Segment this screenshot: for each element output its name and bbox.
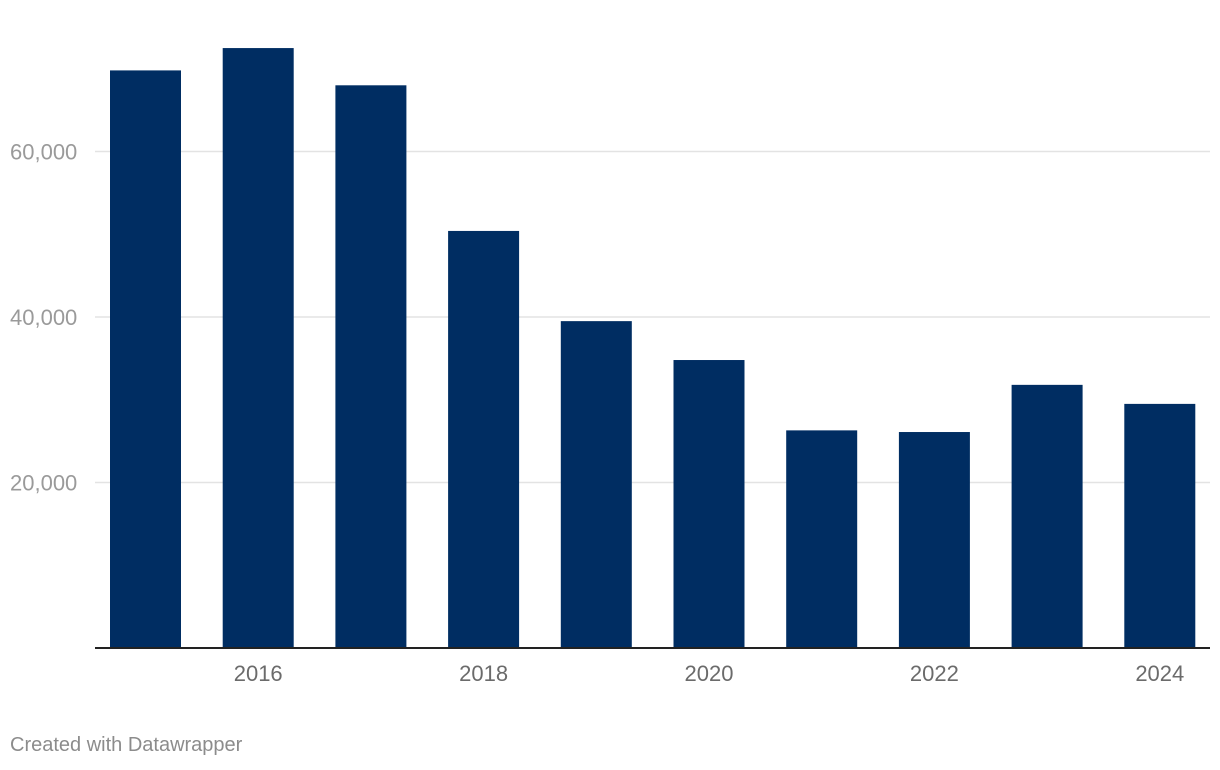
bar-2024 <box>1124 403 1196 648</box>
x-tick-label: 2022 <box>910 661 959 686</box>
datawrapper-credit[interactable]: Created with Datawrapper <box>10 734 243 756</box>
bar-2016 <box>222 48 294 648</box>
y-tick-label: 60,000 <box>10 140 77 165</box>
y-axis-labels: 20,000 40,000 60,000 <box>10 140 77 496</box>
bar-2021 <box>786 430 858 648</box>
y-tick-label: 40,000 <box>10 305 77 330</box>
x-tick-label: 2024 <box>1135 661 1184 686</box>
y-tick-label: 20,000 <box>10 471 77 496</box>
x-axis-labels: 2016 2018 2020 2022 2024 <box>234 661 1185 686</box>
bar-2018 <box>448 230 520 648</box>
x-tick-label: 2016 <box>234 661 283 686</box>
x-tick-label: 2020 <box>685 661 734 686</box>
x-tick-label: 2018 <box>459 661 508 686</box>
bar-2017 <box>335 85 407 649</box>
bar-2020 <box>673 360 745 648</box>
bar-2019 <box>560 321 632 648</box>
bar-2015 <box>110 70 181 648</box>
bars <box>110 48 1196 649</box>
bar-2022 <box>898 432 970 648</box>
bar-2023 <box>1011 384 1083 648</box>
